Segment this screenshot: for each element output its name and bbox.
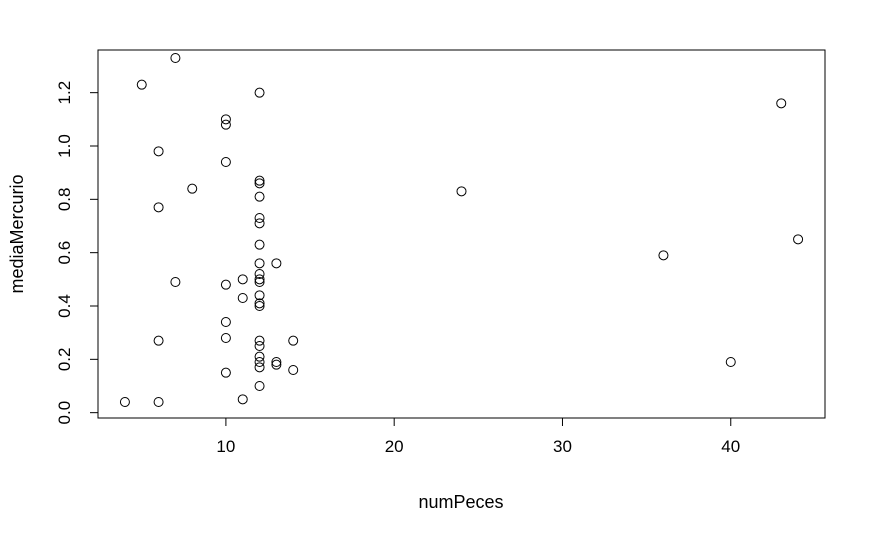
data-point (220, 119, 231, 130)
data-point (136, 79, 147, 90)
data-point (254, 218, 265, 229)
y-tick-label: 0.6 (55, 241, 74, 265)
data-point (254, 178, 265, 189)
data-point (237, 293, 248, 303)
data-points (119, 53, 804, 407)
data-point (254, 258, 265, 269)
x-tick-label: 20 (385, 437, 404, 456)
data-point (187, 183, 198, 194)
data-point (288, 335, 299, 346)
y-tick-label: 0.4 (55, 294, 74, 318)
y-tick-label: 0.2 (55, 348, 74, 372)
data-point (254, 239, 265, 250)
data-point (271, 357, 282, 367)
data-point (220, 114, 231, 125)
data-point (254, 191, 265, 202)
x-tick-label: 30 (553, 437, 572, 456)
data-point (254, 351, 265, 362)
data-point (153, 397, 164, 407)
data-point (254, 335, 265, 346)
x-axis-title: numPeces (418, 492, 503, 512)
data-point (153, 146, 164, 157)
data-point (220, 279, 231, 290)
data-point (271, 359, 282, 370)
data-point (254, 87, 265, 98)
data-point (153, 202, 164, 213)
data-point (288, 365, 299, 375)
data-point (170, 277, 181, 287)
x-tick-label: 40 (721, 437, 740, 456)
data-point (776, 98, 787, 109)
data-point (153, 335, 164, 346)
data-point (271, 258, 282, 269)
y-tick-label: 1.2 (55, 81, 74, 105)
plot-frame (97, 49, 826, 419)
x-tick-label: 10 (216, 437, 235, 456)
data-point (254, 298, 265, 309)
data-point (220, 367, 231, 378)
y-axis-title: mediaMercurio (7, 174, 27, 293)
y-tick-label: 1.0 (55, 134, 74, 158)
data-point (254, 357, 265, 367)
data-point (658, 250, 669, 261)
data-point (254, 301, 265, 311)
data-point (254, 277, 265, 287)
y-axis: 0.0 0.2 0.4 0.6 0.8 1.0 1.2 (55, 81, 99, 425)
data-point (119, 397, 130, 407)
data-point (254, 290, 265, 301)
data-point (254, 341, 265, 351)
data-point (725, 357, 736, 367)
data-point (237, 394, 248, 405)
data-point (220, 333, 231, 343)
data-point (254, 362, 265, 373)
data-point (254, 269, 265, 279)
data-point (456, 186, 467, 197)
data-point (220, 157, 231, 167)
data-point (170, 53, 181, 63)
data-point (254, 274, 265, 285)
y-tick-label: 0.8 (55, 188, 74, 212)
data-point (793, 234, 804, 245)
data-point (220, 317, 231, 327)
data-point (254, 381, 265, 391)
data-point (237, 274, 248, 285)
data-point (254, 175, 265, 186)
x-axis: 10 20 30 40 (216, 417, 740, 456)
y-tick-label: 0.0 (55, 401, 74, 425)
data-point (254, 213, 265, 223)
